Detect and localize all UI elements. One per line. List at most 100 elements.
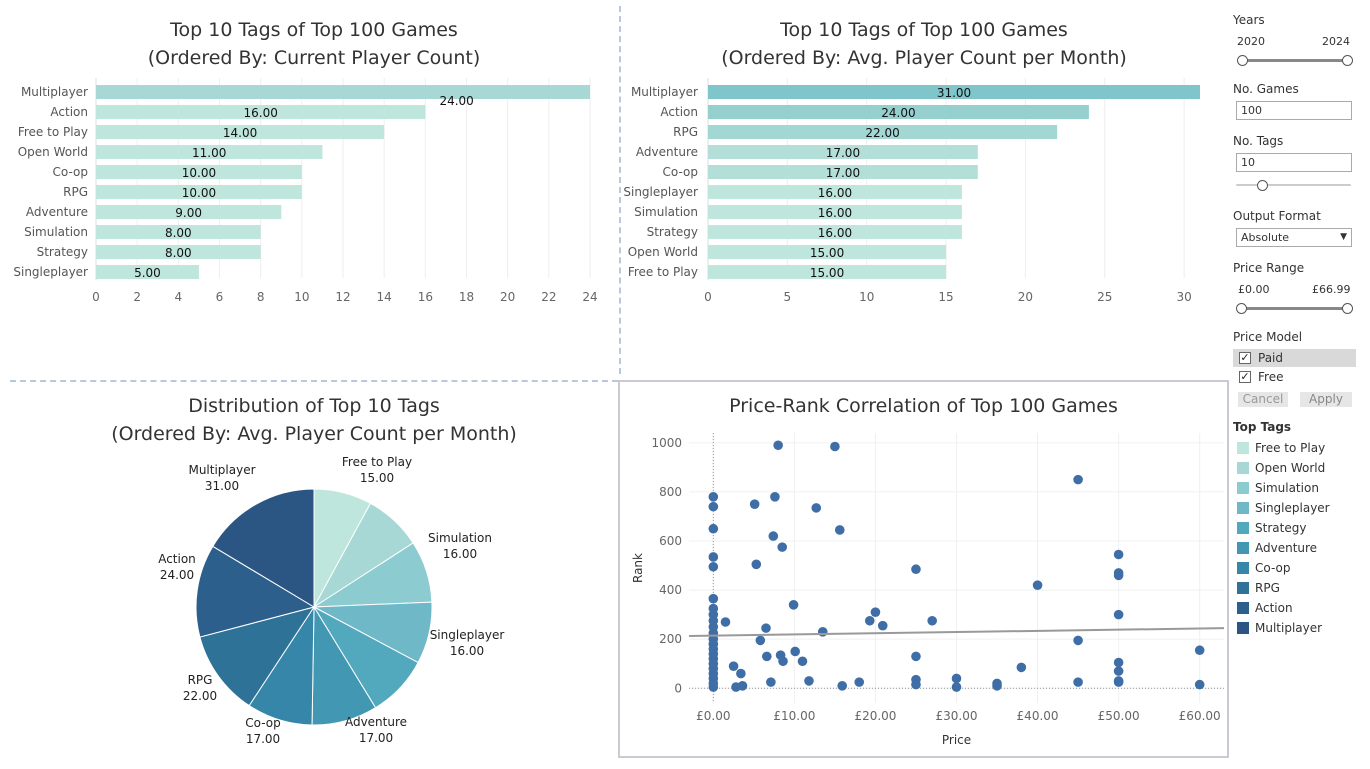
scatter-point: [768, 531, 779, 541]
legend-label: Simulation: [1255, 481, 1319, 495]
x-tick-label: 10: [294, 290, 309, 304]
pie-label: Simulation: [428, 531, 492, 545]
years-slider-min-handle[interactable]: [1237, 55, 1248, 66]
scatter-point: [1113, 657, 1124, 668]
no-tags-input[interactable]: 10: [1236, 153, 1352, 172]
scatter-point: [911, 564, 921, 575]
bar: [708, 245, 947, 259]
data-label: 10.00: [182, 186, 216, 200]
scatter-point: [1073, 677, 1083, 687]
pie-label: Action: [158, 552, 196, 566]
scatter-point: [817, 627, 828, 637]
pie-value-label: 17.00: [359, 731, 393, 745]
legend-swatch: [1237, 522, 1249, 534]
divider-horizontal: [10, 380, 618, 382]
scatter-point: [877, 620, 888, 631]
scatter-point: [737, 681, 748, 691]
scatter-chart[interactable]: 0 200 400 600 800 1000 £0.00 £10.00 £20.00 £30.00…: [620, 425, 1228, 755]
y-tick-label: 0: [674, 681, 682, 695]
bar: [708, 125, 1058, 139]
bar-chart-avg-title: Top 10 Tags of Top 100 Games (Ordered By…: [622, 16, 1226, 72]
price-model-label: Price Model: [1233, 330, 1303, 344]
pie-chart[interactable]: Free to Play 15.00 Simulation 16.00 Singlepl…: [0, 450, 618, 760]
pie-value-label: 15.00: [360, 471, 394, 485]
x-tick-label: £60.00: [1179, 709, 1221, 723]
category-label: Free to Play: [628, 265, 698, 279]
scatter-point: [951, 682, 962, 692]
bar-chart-current-title: Top 10 Tags of Top 100 Games (Ordered By…: [10, 16, 618, 72]
x-tick-label: £50.00: [1098, 709, 1140, 723]
checkbox-paid[interactable]: ✓: [1239, 351, 1251, 364]
scatter-point: [1194, 679, 1205, 690]
category-label: Strategy: [647, 225, 698, 239]
years-label: Years: [1233, 13, 1265, 27]
checkbox-free[interactable]: ✓: [1239, 370, 1251, 383]
cancel-button[interactable]: Cancel: [1238, 392, 1288, 407]
price-slider-track[interactable]: [1240, 307, 1349, 310]
x-tick-label: £10.00: [773, 709, 815, 723]
bar-chart-current-title-line2: (Ordered By: Current Player Count): [147, 47, 481, 69]
legend-swatch: [1237, 542, 1249, 554]
bar-chart-current[interactable]: 0 2 4 6 8 10 12 14 16 18 20 22 24Multiplayer24.00Act…: [0, 78, 618, 310]
bar-chart-avg[interactable]: 0 5 10 15 20 25 30 Multiplayer 31.00 Action 24.00 R…: [622, 78, 1228, 310]
category-label: Strategy: [37, 245, 88, 259]
years-slider-max-handle[interactable]: [1342, 55, 1353, 66]
scatter-point: [1113, 677, 1124, 687]
scatter-point: [864, 615, 875, 626]
no-games-input[interactable]: 100: [1236, 101, 1352, 120]
data-label: 15.00: [810, 266, 844, 280]
legend-swatch: [1237, 482, 1249, 494]
x-tick-label: 4: [175, 290, 183, 304]
scatter-point: [736, 668, 746, 679]
pie-value-label: 24.00: [160, 568, 194, 582]
category-label: Adventure: [26, 205, 88, 219]
bar-chart-current-title-line1: Top 10 Tags of Top 100 Games: [170, 19, 458, 41]
divider-vertical: [619, 6, 621, 374]
legend-swatch: [1237, 602, 1249, 614]
scatter-point: [788, 600, 799, 610]
x-tick-label: 24: [582, 290, 597, 304]
price-model-option-free[interactable]: ✓ Free: [1233, 368, 1356, 386]
x-tick-label: 16: [418, 290, 433, 304]
category-label: Co-op: [53, 165, 88, 179]
scatter-point: [927, 615, 937, 626]
years-slider-track[interactable]: [1241, 59, 1349, 62]
legend-swatch: [1237, 582, 1249, 594]
category-label: RPG: [673, 125, 698, 139]
bar: [96, 165, 302, 179]
category-label: Free to Play: [18, 125, 88, 139]
pie-value-label: 17.00: [246, 732, 280, 746]
bar: [96, 225, 261, 239]
scatter-point: [708, 561, 719, 572]
scatter-point: [1194, 645, 1205, 656]
price-model-option-paid[interactable]: ✓ Paid: [1233, 349, 1356, 367]
pie-value-label: 16.00: [443, 547, 477, 561]
years-min-value: 2020: [1237, 35, 1265, 48]
y-tick-label: 800: [659, 485, 682, 499]
price-min-value: £0.00: [1238, 283, 1270, 296]
price-slider-min-handle[interactable]: [1236, 303, 1247, 314]
scatter-point: [1032, 580, 1043, 590]
scatter-point: [1073, 635, 1083, 646]
price-max-value: £66.99: [1312, 283, 1351, 296]
bar: [96, 205, 282, 219]
price-slider-max-handle[interactable]: [1342, 303, 1353, 314]
output-format-value: Absolute: [1241, 231, 1290, 244]
x-tick-label: £20.00: [854, 709, 896, 723]
no-tags-slider-track[interactable]: [1236, 184, 1351, 186]
scatter-point: [708, 682, 719, 692]
legend-label: Co-op: [1255, 561, 1291, 575]
apply-button[interactable]: Apply: [1300, 392, 1352, 407]
output-format-select[interactable]: Absolute ▼: [1236, 228, 1352, 247]
data-label: 8.00: [165, 246, 192, 260]
category-label: Singleplayer: [623, 185, 698, 199]
x-tick-label: 12: [335, 290, 350, 304]
legend-swatch: [1237, 562, 1249, 574]
scatter-point: [749, 499, 760, 509]
scatter-point: [1016, 662, 1027, 673]
pie-slice: [199, 606, 316, 707]
y-tick-label: 400: [659, 583, 682, 597]
no-tags-slider-handle[interactable]: [1257, 180, 1268, 191]
data-label: 11.00: [192, 146, 226, 160]
x-tick-label: 0: [92, 290, 100, 304]
